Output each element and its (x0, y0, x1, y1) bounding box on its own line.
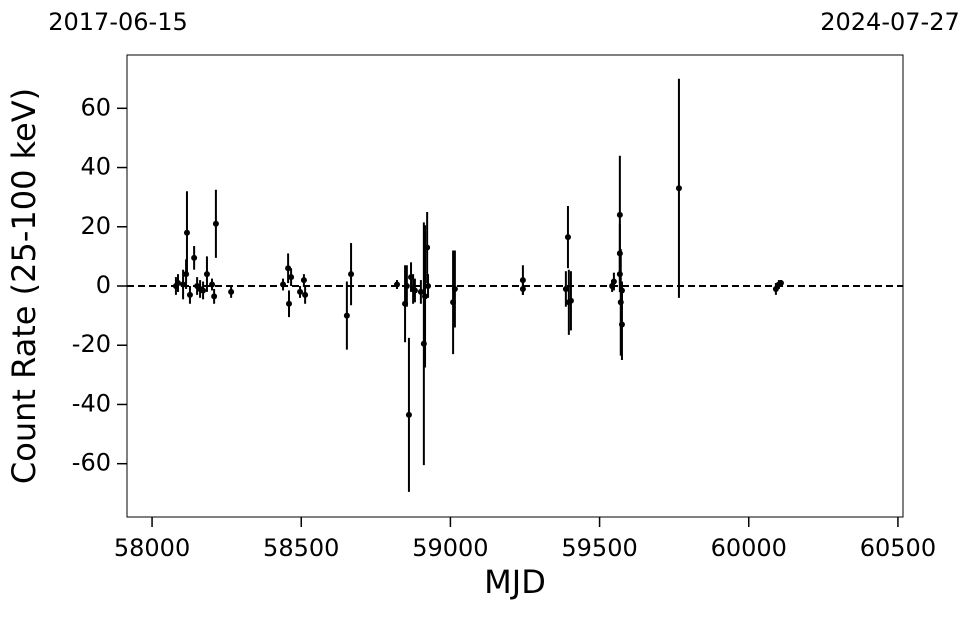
data-point (567, 297, 574, 304)
data-point (519, 277, 526, 284)
data-point (618, 321, 625, 328)
y-tick-label: 60 (80, 93, 111, 121)
data-point (302, 291, 309, 298)
data-point (519, 285, 526, 292)
data-point (191, 254, 198, 261)
data-point (417, 288, 424, 295)
y-tick-label: -20 (72, 330, 111, 358)
data-point (777, 280, 784, 287)
data-point (772, 285, 779, 292)
data-point (402, 300, 409, 307)
y-axis-label: Count Rate (25-100 keV) (5, 88, 43, 484)
data-point (343, 312, 350, 319)
y-tick-label: -40 (72, 389, 111, 417)
data-point (411, 287, 418, 294)
data-point (424, 244, 431, 251)
y-tick-label: 40 (80, 153, 111, 181)
x-tick-label: 59500 (561, 534, 637, 562)
x-tick-label: 58500 (263, 534, 339, 562)
data-point (297, 288, 304, 295)
y-tick-label: 0 (96, 271, 111, 299)
data-point (425, 283, 432, 289)
data-point (200, 287, 207, 294)
data-point (286, 300, 293, 307)
data-point (209, 281, 216, 288)
data-point (618, 287, 625, 294)
secondary-x-label: 2024-07-27 (820, 8, 959, 36)
data-point (403, 283, 410, 289)
data-point (405, 411, 412, 418)
data-point (616, 271, 623, 278)
data-point (610, 278, 617, 285)
data-point (617, 299, 624, 306)
data-point (288, 274, 295, 281)
x-axis-label: MJD (484, 563, 546, 601)
data-point (280, 281, 287, 288)
data-point (183, 271, 190, 278)
x-tick-label: 60000 (711, 534, 787, 562)
secondary-x-label: 2017-06-15 (48, 8, 187, 36)
data-point (212, 220, 219, 227)
x-tick-label: 60500 (860, 534, 936, 562)
data-point (186, 291, 193, 298)
data-point (175, 280, 182, 287)
y-tick-label: 20 (80, 212, 111, 240)
data-point (564, 234, 571, 241)
data-point (228, 288, 235, 295)
x-tick-label: 59000 (412, 534, 488, 562)
data-point (408, 274, 415, 281)
data-point (180, 281, 187, 288)
data-point (211, 293, 218, 300)
data-point (300, 277, 307, 284)
data-point (420, 340, 427, 347)
data-point (394, 281, 401, 288)
data-point (183, 229, 190, 236)
data-point (451, 285, 458, 292)
y-tick-label: -60 (72, 449, 111, 477)
data-point (422, 293, 429, 300)
data-point (675, 185, 682, 192)
x-tick-label: 58000 (114, 534, 190, 562)
data-point (203, 271, 210, 278)
data-point (616, 211, 623, 218)
data-point (348, 271, 355, 278)
data-point (285, 265, 292, 272)
data-point (616, 250, 623, 257)
data-point (450, 299, 457, 306)
data-point (562, 285, 569, 292)
